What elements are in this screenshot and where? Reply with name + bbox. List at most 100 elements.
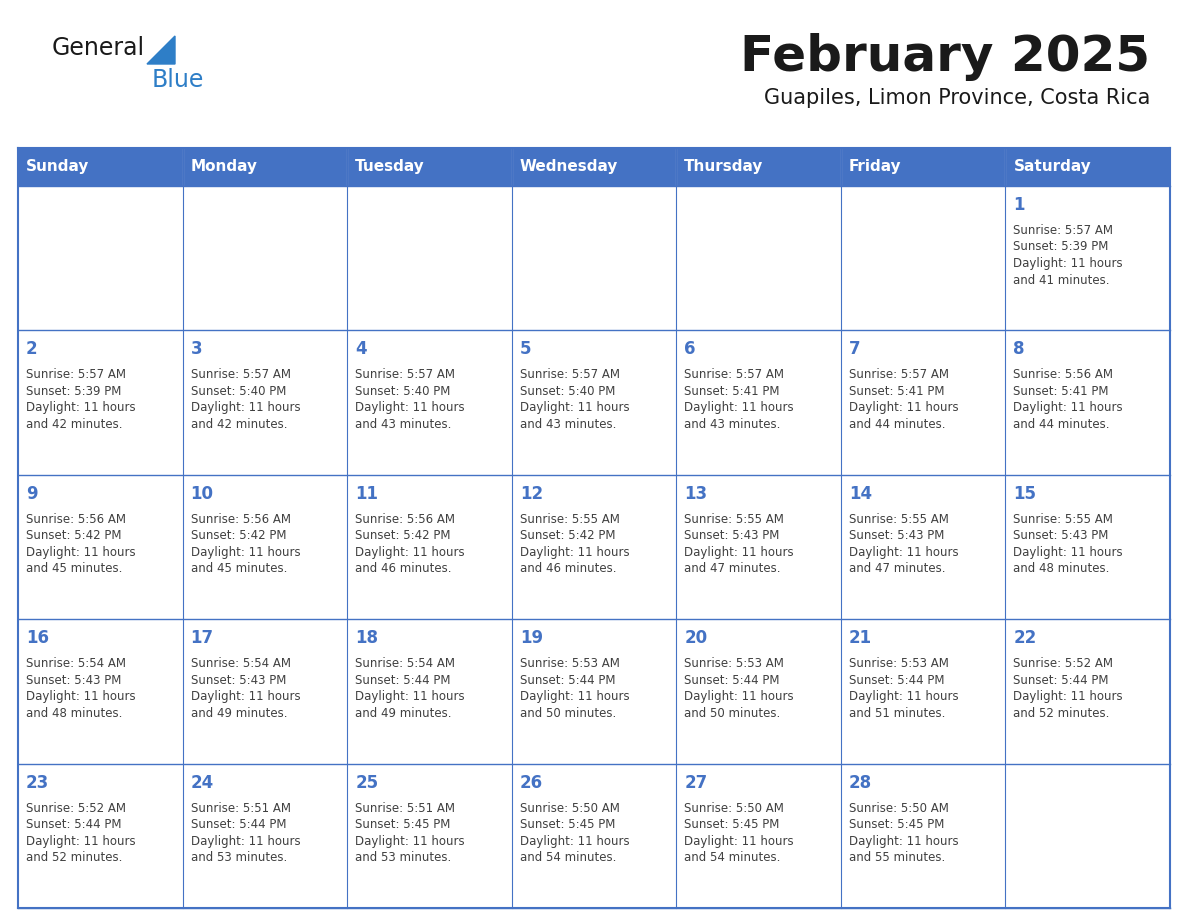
Text: Sunrise: 5:50 AM: Sunrise: 5:50 AM [684, 801, 784, 814]
FancyBboxPatch shape [347, 186, 512, 330]
Text: Daylight: 11 hours: Daylight: 11 hours [849, 834, 959, 847]
Text: Daylight: 11 hours: Daylight: 11 hours [849, 401, 959, 414]
FancyBboxPatch shape [183, 620, 347, 764]
FancyBboxPatch shape [512, 186, 676, 330]
Text: 23: 23 [26, 774, 49, 791]
Text: 13: 13 [684, 485, 707, 503]
Text: Sunrise: 5:56 AM: Sunrise: 5:56 AM [190, 513, 291, 526]
FancyBboxPatch shape [347, 475, 512, 620]
Text: Guapiles, Limon Province, Costa Rica: Guapiles, Limon Province, Costa Rica [764, 88, 1150, 108]
Text: and 44 minutes.: and 44 minutes. [1013, 418, 1110, 431]
FancyBboxPatch shape [347, 764, 512, 908]
Text: Sunrise: 5:54 AM: Sunrise: 5:54 AM [190, 657, 291, 670]
Text: Daylight: 11 hours: Daylight: 11 hours [684, 401, 794, 414]
FancyBboxPatch shape [347, 330, 512, 475]
Text: and 41 minutes.: and 41 minutes. [1013, 274, 1110, 286]
Text: and 47 minutes.: and 47 minutes. [684, 563, 781, 576]
Text: Daylight: 11 hours: Daylight: 11 hours [1013, 546, 1123, 559]
Text: Sunset: 5:44 PM: Sunset: 5:44 PM [849, 674, 944, 687]
Text: Sunrise: 5:57 AM: Sunrise: 5:57 AM [355, 368, 455, 381]
Text: Daylight: 11 hours: Daylight: 11 hours [26, 834, 135, 847]
Text: 4: 4 [355, 341, 367, 358]
Text: Sunset: 5:39 PM: Sunset: 5:39 PM [26, 385, 121, 397]
FancyBboxPatch shape [841, 475, 1005, 620]
Text: 16: 16 [26, 629, 49, 647]
Text: General: General [52, 36, 145, 60]
Text: 2: 2 [26, 341, 38, 358]
Text: and 52 minutes.: and 52 minutes. [1013, 707, 1110, 720]
Text: and 54 minutes.: and 54 minutes. [519, 851, 617, 864]
Text: Daylight: 11 hours: Daylight: 11 hours [355, 834, 465, 847]
Text: and 53 minutes.: and 53 minutes. [190, 851, 286, 864]
Text: Daylight: 11 hours: Daylight: 11 hours [1013, 401, 1123, 414]
FancyBboxPatch shape [676, 475, 841, 620]
Text: Sunrise: 5:54 AM: Sunrise: 5:54 AM [26, 657, 126, 670]
Text: Thursday: Thursday [684, 160, 764, 174]
Text: Daylight: 11 hours: Daylight: 11 hours [849, 546, 959, 559]
Text: Sunset: 5:40 PM: Sunset: 5:40 PM [355, 385, 450, 397]
Text: and 49 minutes.: and 49 minutes. [355, 707, 451, 720]
FancyBboxPatch shape [676, 186, 841, 330]
Text: Sunrise: 5:55 AM: Sunrise: 5:55 AM [849, 513, 949, 526]
Text: Sunrise: 5:55 AM: Sunrise: 5:55 AM [519, 513, 620, 526]
Text: and 43 minutes.: and 43 minutes. [519, 418, 617, 431]
Text: and 42 minutes.: and 42 minutes. [190, 418, 287, 431]
Text: and 48 minutes.: and 48 minutes. [1013, 563, 1110, 576]
Text: Daylight: 11 hours: Daylight: 11 hours [190, 546, 301, 559]
Text: Sunset: 5:43 PM: Sunset: 5:43 PM [684, 530, 779, 543]
FancyBboxPatch shape [1005, 330, 1170, 475]
Text: Daylight: 11 hours: Daylight: 11 hours [190, 834, 301, 847]
Text: 28: 28 [849, 774, 872, 791]
Text: and 52 minutes.: and 52 minutes. [26, 851, 122, 864]
FancyBboxPatch shape [18, 330, 183, 475]
Text: 7: 7 [849, 341, 860, 358]
Text: Wednesday: Wednesday [519, 160, 618, 174]
Text: Sunset: 5:39 PM: Sunset: 5:39 PM [1013, 241, 1108, 253]
Text: Sunset: 5:42 PM: Sunset: 5:42 PM [26, 530, 121, 543]
FancyBboxPatch shape [512, 475, 676, 620]
Text: Sunrise: 5:53 AM: Sunrise: 5:53 AM [849, 657, 949, 670]
Text: Sunrise: 5:56 AM: Sunrise: 5:56 AM [355, 513, 455, 526]
Text: Sunset: 5:45 PM: Sunset: 5:45 PM [519, 818, 615, 831]
FancyBboxPatch shape [841, 186, 1005, 330]
Text: 27: 27 [684, 774, 708, 791]
Text: Daylight: 11 hours: Daylight: 11 hours [519, 546, 630, 559]
Text: Daylight: 11 hours: Daylight: 11 hours [519, 690, 630, 703]
Text: Sunrise: 5:57 AM: Sunrise: 5:57 AM [519, 368, 620, 381]
FancyBboxPatch shape [347, 620, 512, 764]
Text: Sunset: 5:44 PM: Sunset: 5:44 PM [190, 818, 286, 831]
Text: 19: 19 [519, 629, 543, 647]
Text: Sunset: 5:41 PM: Sunset: 5:41 PM [1013, 385, 1108, 397]
FancyBboxPatch shape [676, 620, 841, 764]
FancyBboxPatch shape [18, 620, 183, 764]
Text: Blue: Blue [152, 68, 204, 92]
Text: Sunrise: 5:52 AM: Sunrise: 5:52 AM [26, 801, 126, 814]
Text: and 46 minutes.: and 46 minutes. [519, 563, 617, 576]
Text: Sunrise: 5:57 AM: Sunrise: 5:57 AM [1013, 224, 1113, 237]
Text: Sunset: 5:42 PM: Sunset: 5:42 PM [355, 530, 450, 543]
Text: 14: 14 [849, 485, 872, 503]
Text: Sunrise: 5:55 AM: Sunrise: 5:55 AM [684, 513, 784, 526]
Text: Daylight: 11 hours: Daylight: 11 hours [26, 401, 135, 414]
Text: Monday: Monday [190, 160, 258, 174]
Text: and 49 minutes.: and 49 minutes. [190, 707, 287, 720]
Text: Sunrise: 5:57 AM: Sunrise: 5:57 AM [190, 368, 291, 381]
Text: Sunset: 5:43 PM: Sunset: 5:43 PM [1013, 530, 1108, 543]
FancyBboxPatch shape [512, 620, 676, 764]
Text: Daylight: 11 hours: Daylight: 11 hours [26, 546, 135, 559]
Text: Sunset: 5:44 PM: Sunset: 5:44 PM [26, 818, 121, 831]
FancyBboxPatch shape [183, 475, 347, 620]
Text: 8: 8 [1013, 341, 1025, 358]
Text: 1: 1 [1013, 196, 1025, 214]
Text: Sunset: 5:45 PM: Sunset: 5:45 PM [684, 818, 779, 831]
Text: Daylight: 11 hours: Daylight: 11 hours [849, 690, 959, 703]
Text: 9: 9 [26, 485, 38, 503]
FancyBboxPatch shape [841, 330, 1005, 475]
Text: 22: 22 [1013, 629, 1037, 647]
Text: 18: 18 [355, 629, 378, 647]
Text: Sunrise: 5:57 AM: Sunrise: 5:57 AM [684, 368, 784, 381]
Text: Sunset: 5:44 PM: Sunset: 5:44 PM [1013, 674, 1108, 687]
Text: and 45 minutes.: and 45 minutes. [26, 563, 122, 576]
Text: and 42 minutes.: and 42 minutes. [26, 418, 122, 431]
Text: Sunset: 5:40 PM: Sunset: 5:40 PM [519, 385, 615, 397]
